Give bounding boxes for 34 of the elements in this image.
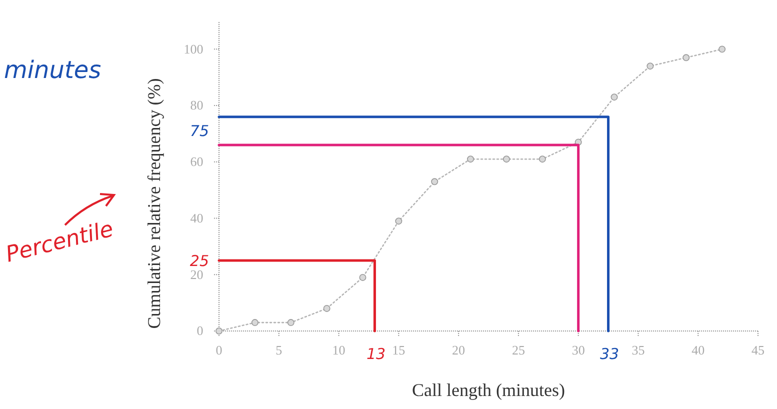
text: 13: [366, 345, 386, 363]
point: [431, 178, 438, 186]
x-tick-label: 25: [512, 342, 525, 358]
text: minutes: [4, 56, 102, 84]
y-tick-label: 40: [190, 210, 204, 226]
y-tick-label: 80: [190, 98, 204, 113]
point: [610, 94, 618, 101]
point: [682, 54, 690, 62]
point: [287, 319, 294, 326]
text: 33: [600, 345, 620, 363]
x-tick-label: 0: [216, 342, 222, 358]
point: [395, 218, 402, 225]
x-tick-label: 15: [392, 342, 406, 358]
x-tick-label: 10: [332, 342, 346, 358]
x-tick-label: 45: [752, 342, 764, 358]
point: [646, 62, 654, 70]
point: [467, 156, 474, 163]
point: [538, 156, 546, 163]
text: 75: [190, 122, 209, 140]
point: [359, 274, 366, 281]
y-tick-label: 60: [190, 154, 204, 170]
x-tick-label: 35: [632, 342, 645, 358]
point: [502, 156, 510, 163]
x-tick-label: 40: [692, 342, 705, 358]
y-tick-label: 0: [196, 323, 204, 338]
x-tick-label: 20: [452, 342, 466, 358]
y-tick-label: 100: [184, 41, 204, 56]
y-axis-title: Cumulative relative frequency (%): [144, 78, 164, 329]
point: [718, 46, 726, 53]
point: [251, 319, 258, 326]
point: [323, 304, 330, 312]
x-axis-title: Call length (minutes): [412, 380, 565, 400]
x-tick-label: 30: [572, 342, 585, 358]
x-tick-label: 5: [276, 342, 282, 358]
